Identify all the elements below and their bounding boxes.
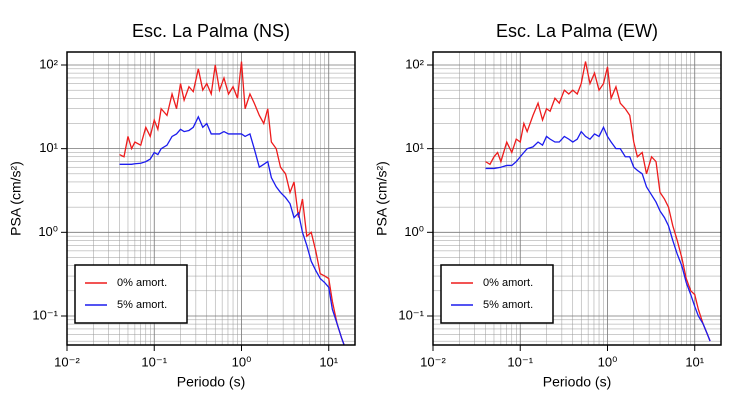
y-tick-label: 10⁻¹	[398, 307, 424, 322]
x-tick-label: 10⁻²	[420, 354, 446, 369]
x-tick-label: 10⁻¹	[507, 354, 533, 369]
y-tick-label: 10⁰	[38, 224, 58, 239]
legend-label: 0% amort.	[483, 277, 533, 289]
y-tick-label: 10⁰	[404, 224, 424, 239]
legend-box	[440, 264, 554, 324]
x-tick-label: 10⁻²	[54, 354, 80, 369]
y-tick-label: 10²	[39, 56, 58, 71]
y-tick-label: 10¹	[39, 140, 58, 155]
y-axis-label: PSA (cm/s²)	[8, 161, 24, 236]
x-tick-label: 10⁰	[598, 354, 618, 369]
x-axis-label: Periodo (s)	[543, 374, 611, 390]
x-tick-label: 10¹	[685, 354, 704, 369]
legend-box	[74, 264, 188, 324]
chart-title: Esc. La Palma (EW)	[496, 21, 658, 41]
series-line	[485, 125, 711, 342]
y-tick-label: 10²	[405, 56, 424, 71]
x-tick-label: 10⁻¹	[141, 354, 167, 369]
x-axis-label: Periodo (s)	[177, 374, 245, 390]
series-line	[119, 115, 345, 345]
plot-frame	[66, 51, 356, 346]
series-line	[119, 61, 345, 345]
legend-label: 0% amort.	[117, 277, 167, 289]
plot-frame	[432, 51, 722, 346]
y-tick-label: 10⁻¹	[32, 307, 58, 322]
y-tick-label: 10¹	[405, 140, 424, 155]
x-tick-label: 10¹	[319, 354, 338, 369]
series-line	[485, 61, 711, 342]
legend-label: 5% amort.	[483, 299, 533, 311]
chart-title: Esc. La Palma (NS)	[132, 21, 290, 41]
x-tick-label: 10⁰	[232, 354, 252, 369]
y-axis-label: PSA (cm/s²)	[374, 161, 390, 236]
legend-label: 5% amort.	[117, 299, 167, 311]
